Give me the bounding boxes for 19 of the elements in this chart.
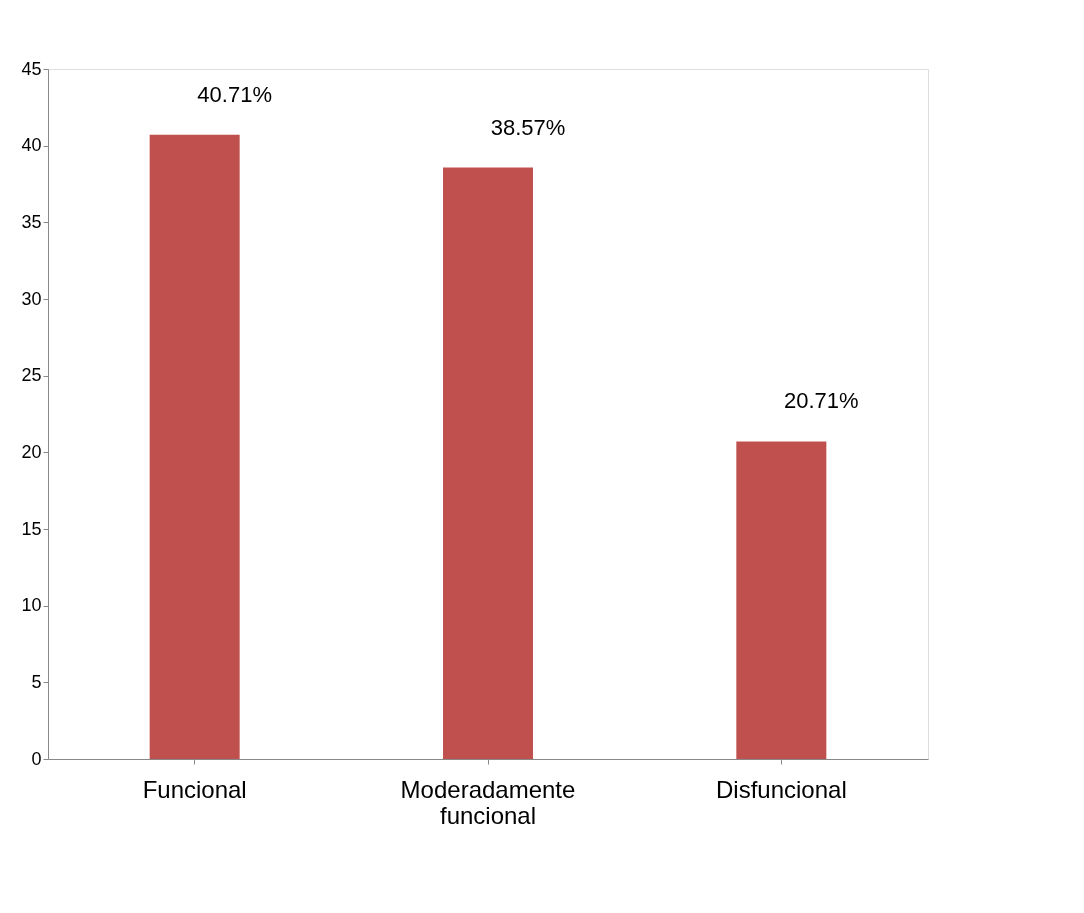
y-tick-label: 40 bbox=[21, 135, 42, 156]
y-tick-label: 35 bbox=[21, 211, 42, 232]
y-tick-label: 15 bbox=[21, 518, 42, 539]
data-label: 20.71% bbox=[784, 388, 859, 414]
bar bbox=[443, 167, 533, 759]
data-label: 38.57% bbox=[490, 114, 566, 140]
bar bbox=[149, 134, 240, 759]
data-label: 40.71% bbox=[197, 81, 272, 107]
y-tick-label: 25 bbox=[21, 365, 42, 386]
x-tick-label: Funcional bbox=[142, 775, 247, 803]
y-tick-label: 5 bbox=[31, 671, 42, 692]
x-tick-label: Disfuncional bbox=[715, 775, 847, 803]
y-tick-label: 45 bbox=[21, 58, 42, 79]
y-tick-label: 20 bbox=[21, 441, 42, 462]
y-tick-label: 0 bbox=[31, 748, 42, 769]
bar bbox=[736, 441, 827, 759]
x-tick-label: Moderadamente funcional bbox=[400, 775, 576, 829]
y-tick-label: 10 bbox=[21, 595, 42, 616]
y-tick-label: 30 bbox=[21, 288, 42, 309]
